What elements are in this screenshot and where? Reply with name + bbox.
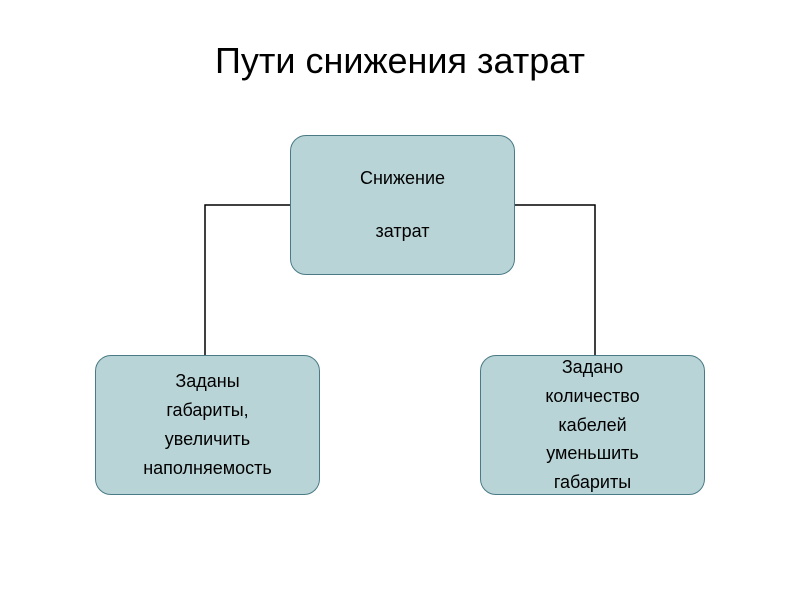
edge-root-right (515, 205, 595, 355)
node-left-line-1: габариты, (166, 396, 248, 425)
slide-title: Пути снижения затрат (0, 40, 800, 82)
node-right-line-3: уменьшить (546, 439, 639, 468)
node-root: Снижение затрат (290, 135, 515, 275)
node-right-line-2: кабелей (558, 411, 626, 440)
node-left: Заданы габариты, увеличить наполняемость (95, 355, 320, 495)
node-right-line-4: габариты (554, 468, 631, 497)
node-left-line-3: наполняемость (143, 454, 272, 483)
node-right: Задано количество кабелей уменьшить габа… (480, 355, 705, 495)
node-left-line-0: Заданы (175, 367, 239, 396)
node-root-line-0: Снижение (360, 164, 445, 193)
connector-lines (0, 0, 800, 600)
node-right-line-1: количество (545, 382, 639, 411)
node-left-line-2: увеличить (165, 425, 250, 454)
node-root-line-1: затрат (376, 217, 430, 246)
edge-root-left (205, 205, 290, 355)
node-right-line-0: Задано (562, 353, 623, 382)
